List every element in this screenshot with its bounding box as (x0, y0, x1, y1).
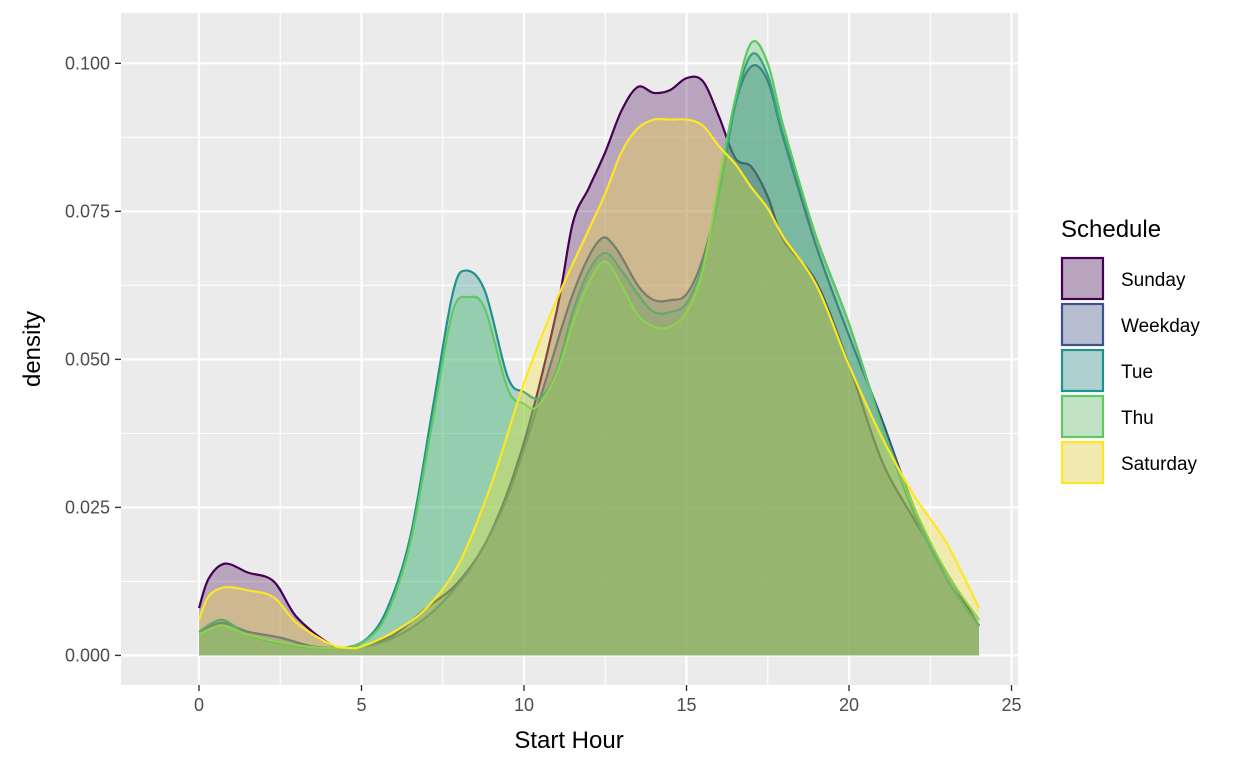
density-area-sunday (199, 76, 979, 656)
legend-swatch-sunday (1060, 256, 1105, 301)
density-area-thu (199, 41, 979, 656)
density-area-weekday (199, 65, 979, 656)
x-tick-label: 5 (356, 695, 366, 715)
legend-label-thu: Thu (1121, 408, 1154, 429)
x-tick-label: 10 (514, 695, 534, 715)
legend-key-bg (1061, 257, 1104, 300)
density-line-tue (198, 52, 980, 650)
y-tick-label: 0.100 (65, 53, 110, 73)
major-gridlines (121, 13, 1018, 685)
y-tick-label: 0.000 (65, 645, 110, 665)
legend-label-sunday: Sunday (1121, 270, 1186, 291)
x-tick-label: 15 (676, 695, 696, 715)
legend-key-bg (1061, 349, 1104, 392)
legend-key-bg (1061, 395, 1104, 438)
legend-swatch-tue (1060, 348, 1105, 393)
x-axis: 0 5 10 15 20 25 (194, 685, 1022, 715)
legend-label-weekday: Weekday (1121, 316, 1200, 337)
density-areas (197, 40, 980, 656)
y-tick-label: 0.025 (65, 497, 110, 517)
legend-swatch-thu (1060, 394, 1105, 439)
density-area-saturday (199, 118, 979, 656)
x-tick-label: 20 (839, 695, 859, 715)
y-tick-label: 0.075 (65, 201, 110, 221)
legend-key-bg (1061, 441, 1104, 484)
y-axis-title: density (19, 311, 46, 387)
legend-swatch-saturday (1060, 440, 1105, 485)
legend-swatch-weekday (1060, 302, 1105, 347)
legend-title: Schedule (1061, 216, 1161, 243)
density-line-saturday (197, 117, 980, 650)
x-tick-label: 0 (194, 695, 204, 715)
x-tick-label: 25 (1001, 695, 1021, 715)
density-line-thu (198, 40, 980, 650)
plot-panel (121, 13, 1018, 685)
legend-label-tue: Tue (1121, 362, 1153, 383)
x-axis-title: Start Hour (514, 727, 623, 754)
legend: Schedule Sunday Weekday Tue Thu Saturday (1060, 216, 1200, 485)
density-area-tue (199, 53, 979, 656)
y-tick-label: 0.050 (65, 349, 110, 369)
y-axis: 0.000 0.025 0.050 0.075 0.100 (65, 53, 121, 665)
legend-key-bg (1061, 303, 1104, 346)
legend-label-saturday: Saturday (1121, 454, 1198, 475)
